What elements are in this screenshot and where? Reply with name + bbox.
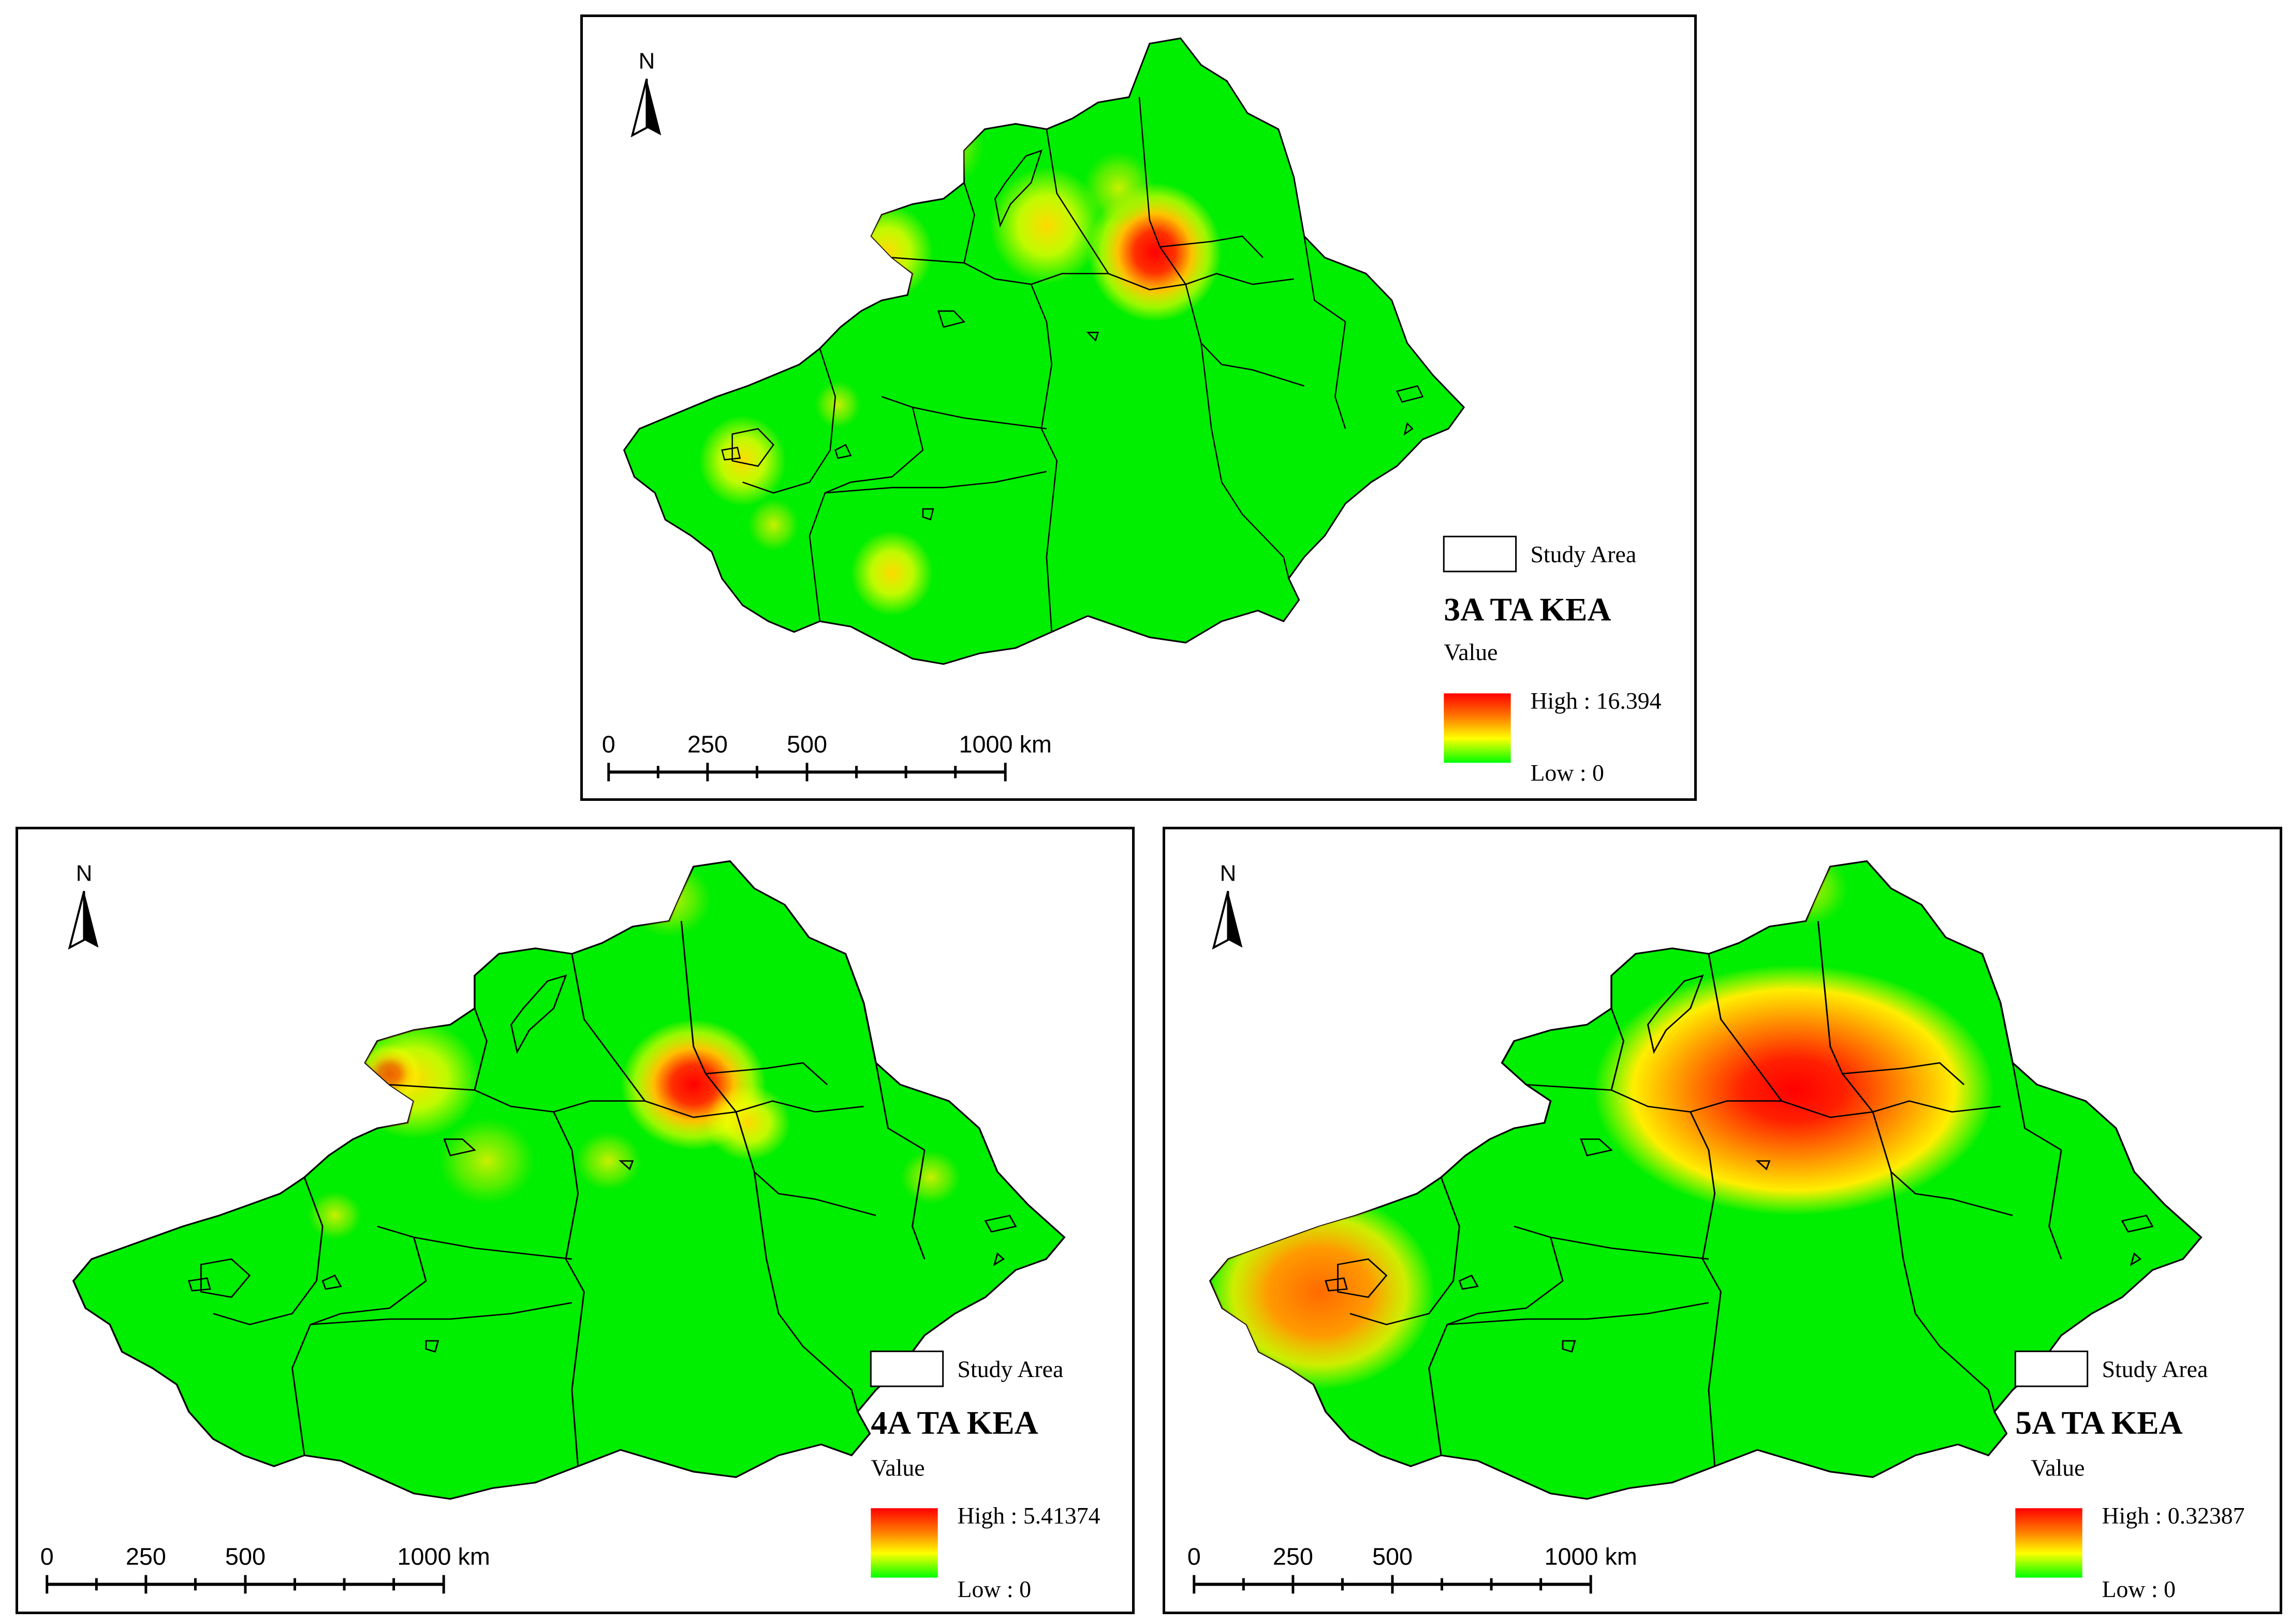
legend-low: Low : 0 <box>2102 1576 2176 1602</box>
region-map-3a <box>623 37 1465 665</box>
map-panel-5a: N 0 250 500 1000 km Study Area 5A TA KEA… <box>1163 827 2282 1614</box>
scale-tick-500: 500 <box>225 1543 266 1570</box>
scale-tick-1000: 1000 km <box>397 1543 490 1570</box>
north-arrow-icon <box>68 890 100 949</box>
scale-tick-500: 500 <box>1372 1543 1413 1570</box>
study-area-swatch <box>2014 1350 2089 1387</box>
hotspot-kashgar-south <box>747 498 800 552</box>
hotspot-altay <box>1763 861 1849 927</box>
region-map-4a <box>72 860 1065 1500</box>
legend-high: High : 0.32387 <box>2102 1502 2245 1529</box>
north-arrow: N <box>1212 860 1244 949</box>
legend-low: Low : 0 <box>958 1576 1031 1602</box>
scale-tick-250: 250 <box>687 731 728 758</box>
hotspot-altay <box>626 861 712 938</box>
legend-high: High : 16.394 <box>1530 687 1661 714</box>
legend-value-label: Value <box>1444 639 1498 665</box>
north-arrow-icon <box>1212 890 1244 949</box>
scale-tick-1000: 1000 km <box>959 731 1052 758</box>
scale-bar: 0 250 500 1000 km <box>1187 1543 1637 1594</box>
legend: Study Area 5A TA KEA Value High : 0.3238… <box>2014 1350 2245 1602</box>
scale-tick-250: 250 <box>1273 1543 1313 1570</box>
hotspot-altay <box>902 102 985 188</box>
north-arrow-label: N <box>76 860 93 886</box>
legend-title: 4A TA KEA <box>871 1404 1038 1441</box>
hotspot-bortala <box>438 1117 536 1205</box>
scale-tick-500: 500 <box>787 731 827 758</box>
hotspot-yili-core <box>356 1044 423 1104</box>
scale-tick-1000: 1000 km <box>1544 1543 1637 1570</box>
map-canvas-4a: N 0 250 500 1000 km Study Area 4A TA KEA… <box>40 860 1100 1602</box>
map-panel-3a: N 0 250 500 1000 km Study Area 3A TA KEA… <box>580 14 1697 801</box>
map-canvas-3a: N 0 250 500 1000 km Study Area 3A TA KEA… <box>602 37 1662 786</box>
study-area-swatch <box>870 1350 944 1387</box>
scale-bar-ruler <box>609 763 1005 781</box>
map-canvas-5a: N 0 250 500 1000 km Study Area 5A TA KEA… <box>1187 860 2245 1602</box>
scale-tick-0: 0 <box>1187 1543 1201 1570</box>
study-region-fill <box>623 37 1465 665</box>
hotspot-turpan <box>706 1085 791 1161</box>
north-arrow-icon <box>631 78 663 137</box>
legend-color-ramp <box>2015 1508 2082 1578</box>
legend-title: 3A TA KEA <box>1444 591 1611 627</box>
hotspot-karamay <box>1082 150 1155 226</box>
hotspot-hotan <box>850 530 933 616</box>
hotspot-aksu <box>814 381 861 429</box>
legend: Study Area 3A TA KEA Value High : 16.394… <box>1443 535 1662 786</box>
region-map-5a <box>1209 860 2203 1500</box>
legend-value-label: Value <box>2031 1455 2085 1481</box>
north-arrow: N <box>68 860 100 949</box>
legend-study-area: Study Area <box>1530 541 1636 567</box>
scale-tick-0: 0 <box>40 1543 54 1570</box>
hotspot-kashgar <box>698 415 787 506</box>
study-area-swatch <box>1443 535 1517 573</box>
hotspot-aksu <box>307 1191 362 1240</box>
scale-tick-0: 0 <box>602 731 615 758</box>
hotspot-hami <box>900 1150 961 1205</box>
legend-color-ramp <box>871 1508 938 1578</box>
scale-bar-ruler <box>47 1575 444 1593</box>
north-arrow-label: N <box>639 48 655 74</box>
legend-value-label: Value <box>871 1455 924 1481</box>
scale-bar-ruler <box>1194 1575 1591 1593</box>
legend-color-ramp <box>1444 693 1511 763</box>
legend: Study Area 4A TA KEA Value High : 5.4137… <box>870 1350 1100 1602</box>
map-panel-4a: N 0 250 500 1000 km Study Area 4A TA KEA… <box>16 827 1135 1614</box>
north-arrow: N <box>631 48 663 137</box>
legend-high: High : 5.41374 <box>958 1502 1100 1529</box>
hotspot-kashgar <box>1210 1193 1435 1390</box>
legend-study-area: Study Area <box>958 1356 1064 1382</box>
scale-tick-250: 250 <box>126 1543 166 1570</box>
legend-title: 5A TA KEA <box>2015 1404 2182 1441</box>
legend-low: Low : 0 <box>1530 759 1604 786</box>
legend-study-area: Study Area <box>2102 1356 2208 1382</box>
scale-bar: 0 250 500 1000 km <box>40 1543 490 1594</box>
scale-bar: 0 250 500 1000 km <box>602 731 1052 782</box>
hotspot-north-central <box>1593 964 1994 1216</box>
north-arrow-label: N <box>1220 860 1237 886</box>
hotspot-korla <box>575 1131 642 1191</box>
